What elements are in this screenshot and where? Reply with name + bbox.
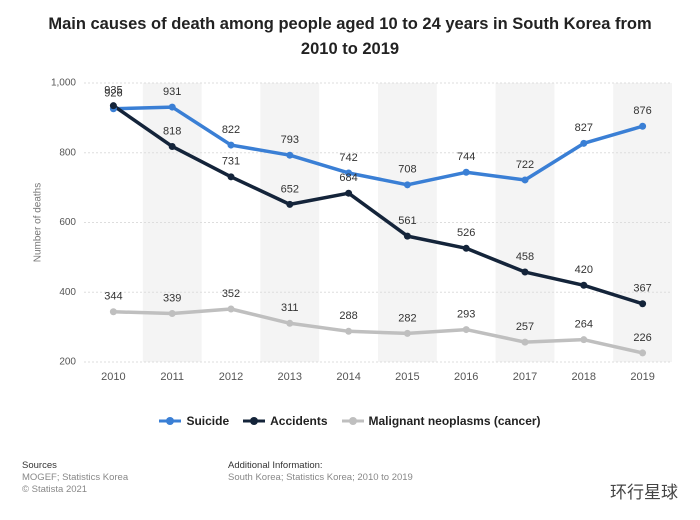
x-tick-label: 2010: [101, 371, 125, 383]
source: © Statista 2021: [22, 484, 88, 495]
point: [580, 281, 588, 289]
legend: Suicide Accidents Malignant neoplasms (can…: [0, 414, 700, 428]
additional-text: South Korea; Statistics Korea; 2010 to 2…: [228, 472, 413, 483]
legend-label: Suicide: [186, 414, 230, 428]
sources-title: Sources: [22, 460, 57, 471]
point: [580, 336, 588, 344]
point: [227, 173, 235, 181]
point: [168, 310, 176, 318]
point: [462, 168, 470, 176]
data-label: 282: [398, 312, 416, 324]
y-tick-label: 1,000: [51, 78, 76, 89]
legend-label: Accidents: [270, 414, 328, 428]
series-line: [113, 307, 643, 355]
watermark: 环行星球: [610, 483, 678, 502]
source: MOGEF; Statistics Korea: [22, 472, 129, 483]
point: [639, 300, 647, 308]
data-label: 367: [633, 283, 651, 295]
data-label: 339: [163, 292, 181, 304]
point: [639, 122, 647, 130]
data-label: 722: [516, 159, 534, 171]
x-tick-label: 2019: [630, 371, 654, 383]
sources: Sources MOGEF; Statistics Korea © Statis…: [22, 460, 128, 496]
data-label: 352: [222, 288, 240, 300]
legend-item: Accidents: [243, 414, 328, 428]
additional-info: Additional Information: South Korea; Sta…: [228, 460, 413, 484]
data-label: 931: [163, 86, 181, 98]
point: [109, 308, 117, 316]
data-label: 293: [457, 308, 475, 320]
data-label: 526: [457, 227, 475, 239]
point: [521, 338, 529, 346]
point: [345, 189, 353, 197]
point: [521, 176, 529, 184]
point: [168, 142, 176, 150]
x-tick-label: 2011: [160, 371, 184, 383]
data-label: 731: [222, 156, 240, 168]
x-tick-label: 2013: [278, 371, 302, 383]
point: [345, 327, 353, 335]
data-label: 822: [222, 124, 240, 136]
point: [462, 244, 470, 252]
point: [639, 349, 647, 357]
point: [286, 151, 294, 159]
data-label: 561: [398, 215, 416, 227]
legend-label: Malignant neoplasms (cancer): [368, 414, 541, 428]
data-label: 793: [281, 134, 299, 146]
point: [462, 326, 470, 334]
data-label: 742: [339, 152, 357, 164]
point: [345, 169, 353, 177]
data-label: 827: [575, 122, 593, 134]
point: [109, 102, 117, 110]
data-label: 458: [516, 251, 534, 263]
data-label: 684: [339, 172, 357, 184]
x-tick-label: 2016: [454, 371, 478, 383]
legend-item: Suicide: [159, 414, 229, 428]
x-tick-label: 2018: [572, 371, 596, 383]
legend-swatch: [341, 417, 364, 425]
additional-title: Additional Information:: [228, 460, 323, 471]
y-tick-label: 600: [59, 217, 76, 228]
data-label: 311: [281, 302, 299, 314]
legend-swatch: [159, 417, 182, 425]
point: [286, 200, 294, 208]
data-label: 876: [633, 105, 651, 117]
data-label: 264: [575, 319, 593, 331]
point: [168, 103, 176, 111]
point: [286, 319, 294, 327]
series-line: [112, 104, 644, 306]
data-label: 288: [339, 310, 357, 322]
data-label: 935: [104, 85, 122, 97]
legend-item: Malignant neoplasms (cancer): [341, 414, 541, 428]
point: [227, 141, 235, 149]
legend-swatch: [243, 417, 266, 425]
data-label: 226: [633, 332, 651, 344]
y-tick-label: 200: [59, 357, 76, 368]
data-label: 708: [398, 164, 416, 176]
point: [521, 268, 529, 276]
data-label: 744: [457, 151, 475, 163]
data-label: 344: [104, 291, 122, 303]
series-line: [113, 105, 644, 187]
data-label: 818: [163, 125, 181, 137]
data-label: 420: [575, 264, 593, 276]
data-label: 257: [516, 321, 534, 333]
data-label: 652: [281, 183, 299, 195]
x-tick-label: 2017: [513, 371, 537, 383]
point: [403, 181, 411, 189]
point: [403, 329, 411, 337]
y-axis-title: Number of deaths: [33, 183, 44, 263]
chart-title: Main causes of death among people aged 1…: [48, 15, 652, 58]
y-tick-label: 800: [59, 147, 76, 158]
point: [580, 139, 588, 147]
x-tick-label: 2014: [336, 371, 360, 383]
y-tick-label: 400: [59, 287, 76, 298]
point: [403, 232, 411, 240]
data-label: 926: [104, 88, 122, 100]
x-tick-label: 2015: [395, 371, 419, 383]
point: [227, 305, 235, 313]
x-tick-label: 2012: [219, 371, 243, 383]
